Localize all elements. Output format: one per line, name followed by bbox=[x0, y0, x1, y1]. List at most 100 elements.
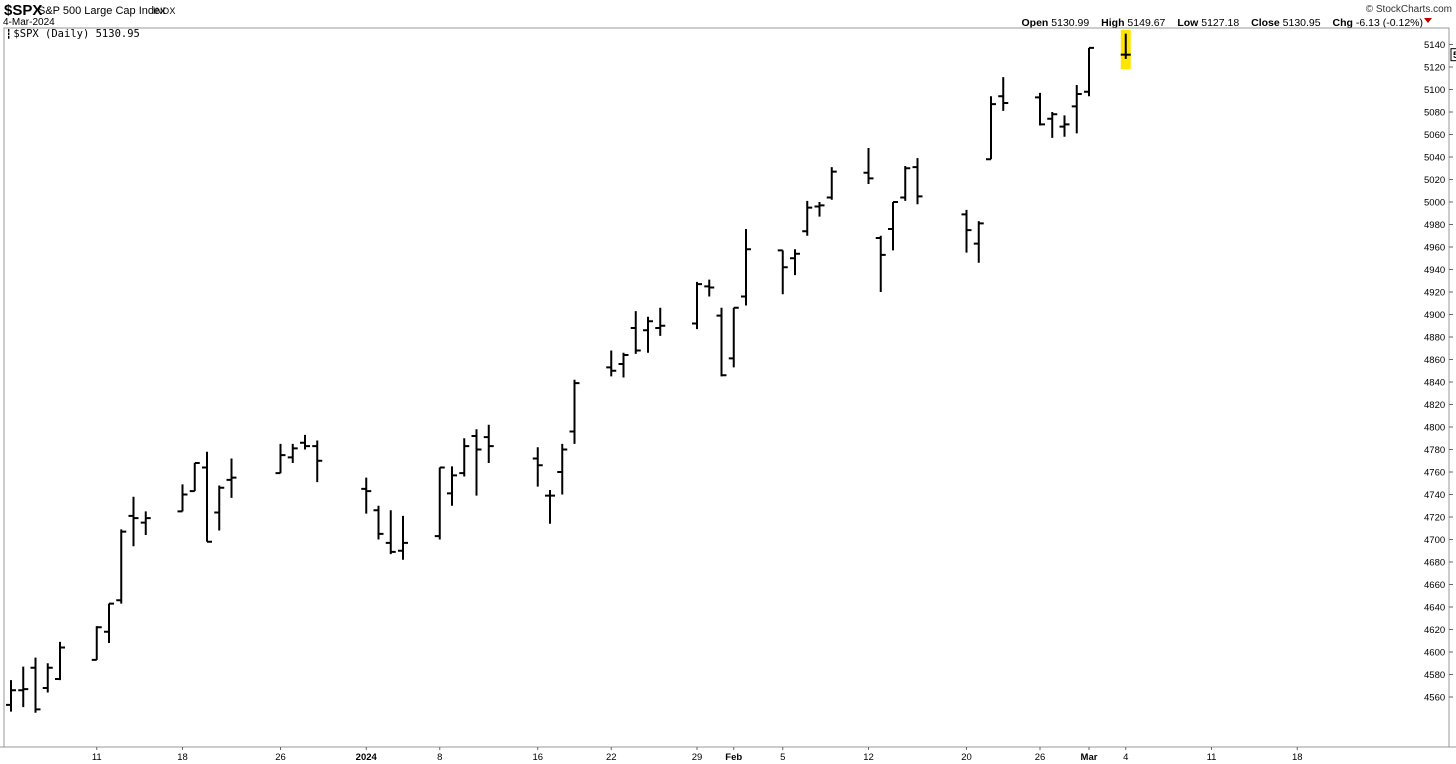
symbol[interactable]: $SPX bbox=[4, 2, 43, 19]
ohlc-bar[interactable] bbox=[826, 167, 837, 200]
ohlc-bar[interactable] bbox=[398, 515, 408, 560]
ohlc-bar[interactable] bbox=[912, 158, 923, 205]
y-tick-label: 5140 bbox=[1424, 40, 1445, 51]
ohlc-bar[interactable] bbox=[447, 466, 457, 506]
ohlc-bar[interactable] bbox=[104, 602, 114, 643]
ohlc-bar[interactable] bbox=[6, 680, 16, 712]
close-label: Close bbox=[1251, 17, 1280, 29]
open-value: 5130.99 bbox=[1051, 17, 1090, 29]
y-tick-label: 4780 bbox=[1424, 445, 1445, 456]
y-tick-label: 5040 bbox=[1424, 153, 1445, 164]
x-tick-label: 16 bbox=[532, 752, 543, 763]
chart-header: $SPX S&P 500 Large Cap Index INDX 4-Mar-… bbox=[0, 0, 1456, 29]
ohlc-bar[interactable] bbox=[471, 429, 482, 496]
plot-frame bbox=[3, 27, 1450, 748]
ohlc-bar[interactable] bbox=[91, 626, 102, 661]
chart-legend: ┇ $SPX (Daily) 5130.95 bbox=[6, 28, 140, 40]
ohlc-bar[interactable] bbox=[373, 505, 384, 540]
ohlc-bar[interactable] bbox=[728, 306, 739, 368]
ohlc-bar[interactable] bbox=[214, 485, 225, 531]
ohlc-bar[interactable] bbox=[275, 443, 286, 475]
ohlc-bar[interactable] bbox=[1120, 33, 1131, 59]
x-tick-label: 11 bbox=[1207, 752, 1217, 763]
y-tick-label: 4560 bbox=[1424, 693, 1445, 704]
y-tick-label: 4940 bbox=[1424, 265, 1445, 276]
ohlc-bar[interactable] bbox=[202, 451, 212, 543]
x-tick-label: Feb bbox=[725, 752, 742, 763]
ohlc-bar[interactable] bbox=[189, 462, 200, 493]
ohlc-bar[interactable] bbox=[618, 352, 629, 378]
ohlc-bar[interactable] bbox=[973, 221, 984, 263]
ohlc-bar[interactable] bbox=[1059, 115, 1070, 137]
chg-label: Chg bbox=[1332, 17, 1353, 29]
ohlc-bar[interactable] bbox=[741, 229, 751, 306]
y-tick-label: 5120 bbox=[1424, 63, 1445, 74]
ohlc-bar[interactable] bbox=[1084, 46, 1094, 97]
ohlc-bar[interactable] bbox=[434, 466, 445, 540]
ohlc-bar[interactable] bbox=[1035, 92, 1045, 126]
exchange-label: INDX bbox=[153, 6, 176, 16]
x-tick-label: 5 bbox=[780, 752, 785, 763]
ohlc-bar[interactable] bbox=[1047, 112, 1058, 138]
y-tick-label: 4920 bbox=[1424, 288, 1445, 299]
ohlc-bar[interactable] bbox=[863, 148, 874, 184]
ohlc-bar[interactable] bbox=[606, 350, 617, 377]
ohlc-bar[interactable] bbox=[55, 641, 65, 681]
ohlc-bar[interactable] bbox=[777, 249, 788, 295]
ohlc-bar[interactable] bbox=[802, 200, 813, 236]
ohlc-bar[interactable] bbox=[986, 96, 996, 161]
ohlc-bar[interactable] bbox=[875, 235, 886, 292]
ohlc-bar[interactable] bbox=[128, 496, 139, 547]
ohlc-bar[interactable] bbox=[704, 279, 715, 297]
y-tick-label: 5100 bbox=[1424, 85, 1445, 96]
ohlc-bar[interactable] bbox=[692, 281, 702, 330]
ohlc-bar[interactable] bbox=[300, 434, 310, 450]
open-label: Open bbox=[1021, 17, 1049, 29]
high-label: High bbox=[1101, 17, 1125, 29]
down-arrow-icon bbox=[1424, 18, 1432, 23]
ohlc-bar[interactable] bbox=[177, 484, 188, 513]
low-label: Low bbox=[1177, 17, 1199, 29]
ohlc-bar[interactable] bbox=[361, 477, 372, 514]
x-tick-label: 11 bbox=[92, 752, 102, 763]
y-tick-label: 5020 bbox=[1424, 175, 1445, 186]
index-name: S&P 500 Large Cap Index bbox=[38, 5, 166, 17]
ohlc-bar[interactable] bbox=[900, 166, 911, 201]
ohlc-bar[interactable] bbox=[140, 511, 151, 535]
ohlc-bar[interactable] bbox=[888, 201, 898, 251]
ohlc-bar[interactable] bbox=[998, 77, 1009, 111]
ohlc-bar[interactable] bbox=[716, 307, 727, 377]
ohlc-bar[interactable] bbox=[569, 379, 580, 444]
y-tick-label: 4880 bbox=[1424, 333, 1445, 344]
ohlc-bar[interactable] bbox=[545, 490, 555, 524]
ohlc-bar[interactable] bbox=[312, 440, 323, 483]
ohlc-bar[interactable] bbox=[459, 438, 470, 477]
ohlc-bar[interactable] bbox=[116, 529, 127, 604]
copyright-logo[interactable]: © StockCharts.com bbox=[1365, 4, 1452, 15]
y-tick-label: 4840 bbox=[1424, 378, 1445, 389]
y-tick-label: 4900 bbox=[1424, 310, 1445, 321]
ohlc-bar[interactable] bbox=[287, 443, 298, 463]
ohlc-bar[interactable] bbox=[790, 249, 800, 276]
ohlc-bar[interactable] bbox=[961, 209, 972, 253]
ohlc-bar[interactable] bbox=[226, 458, 237, 498]
y-tick-label: 4740 bbox=[1424, 490, 1445, 501]
x-tick-label: 22 bbox=[606, 752, 617, 763]
ohlc-bar[interactable] bbox=[42, 663, 53, 693]
ohlc-bar[interactable] bbox=[18, 666, 29, 708]
ohlc-bar[interactable] bbox=[655, 307, 666, 336]
ohlc-bar[interactable] bbox=[385, 510, 396, 555]
ohlc-bar[interactable] bbox=[814, 202, 825, 217]
ohlc-bar[interactable] bbox=[30, 657, 41, 713]
y-tick-label: 5080 bbox=[1424, 108, 1445, 119]
ohlc-bar[interactable] bbox=[1071, 85, 1082, 134]
ohlc-bar[interactable] bbox=[630, 311, 641, 354]
ohlc-bar[interactable] bbox=[557, 443, 568, 495]
y-tick-label: 4680 bbox=[1424, 558, 1445, 569]
ohlc-bar[interactable] bbox=[483, 424, 494, 463]
ohlc-bar[interactable] bbox=[643, 316, 653, 353]
y-tick-label: 4760 bbox=[1424, 468, 1445, 479]
ohlc-bar[interactable] bbox=[532, 447, 543, 487]
y-tick-label: 4800 bbox=[1424, 423, 1445, 434]
